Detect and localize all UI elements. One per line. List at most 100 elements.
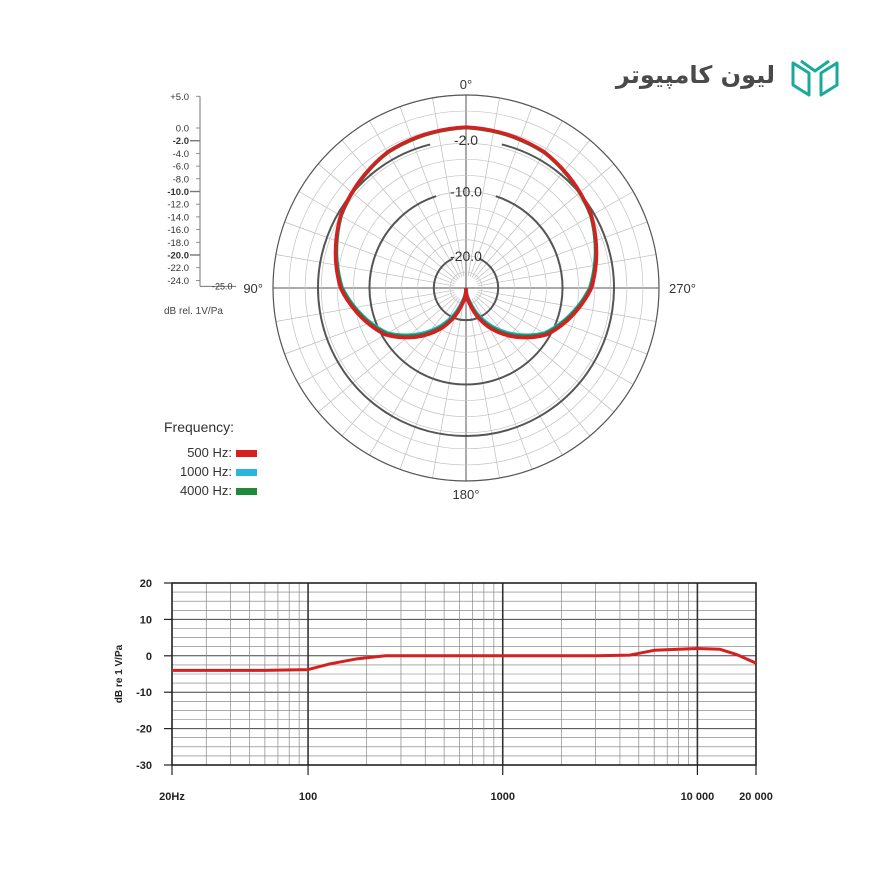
polar-spoke bbox=[275, 254, 455, 287]
polar-curve-500hz bbox=[333, 125, 599, 340]
polar-spoke bbox=[467, 299, 500, 479]
polar-outer-ring bbox=[272, 94, 660, 482]
polar-ring bbox=[320, 142, 612, 434]
fr-grid bbox=[171, 582, 757, 766]
polar-spoke bbox=[469, 106, 533, 277]
db-scale-label: -18.0 bbox=[167, 238, 189, 249]
polar-angle-labels: 0° 90° 180° 270° bbox=[243, 77, 696, 502]
polar-bold-ring bbox=[317, 143, 615, 437]
polar-spoke bbox=[399, 106, 463, 277]
db-scale-label: -20.0 bbox=[167, 251, 189, 262]
polar-spoke bbox=[432, 97, 465, 277]
brand: لیون کامپیوتر bbox=[605, 55, 845, 101]
polar-spoke bbox=[473, 139, 591, 280]
polar-spoke bbox=[476, 191, 634, 283]
polar-ring-labels: -2.0 -10.0 -20.0 bbox=[450, 132, 482, 264]
fr-y-tick-label: 20 bbox=[140, 578, 152, 590]
fr-x-tick-label: 20Hz bbox=[159, 791, 185, 803]
db-scale: +5.0 0.0-2.0 -4.0 -6.0-8.0 -10.0 -12.0-14.0 -1… bbox=[167, 92, 236, 291]
polar-ring-label: -20.0 bbox=[450, 248, 482, 264]
db-scale-label: -4.0 bbox=[173, 149, 189, 160]
db-scale-label: +5.0 bbox=[170, 92, 189, 103]
db-scale-label: -12.0 bbox=[167, 200, 189, 211]
polar-spoke bbox=[284, 221, 455, 285]
polar-spoke bbox=[476, 293, 634, 385]
legend-label: 1000 Hz: bbox=[180, 464, 232, 479]
polar-spoke bbox=[399, 299, 463, 470]
polar-spoke bbox=[341, 139, 459, 280]
polar-bold-ring bbox=[368, 195, 564, 386]
polar-spoke bbox=[317, 295, 458, 413]
db-scale-label: -10.0 bbox=[167, 187, 189, 198]
polar-spoke bbox=[432, 299, 465, 479]
db-scale-label: -24.0 bbox=[167, 276, 189, 287]
polar-spoke bbox=[298, 293, 456, 385]
fr-x-ticks: 20Hz 100 1000 10 000 20 000 bbox=[159, 765, 773, 803]
db-scale-label: -6.0 bbox=[173, 162, 189, 173]
fr-y-tick-label: -30 bbox=[136, 760, 152, 772]
polar-ring-label: -2.0 bbox=[454, 132, 478, 148]
db-scale-label: -2.0 bbox=[173, 136, 189, 147]
polar-bold-ring bbox=[432, 257, 500, 322]
polar-ring bbox=[353, 175, 579, 401]
polar-grid bbox=[272, 94, 660, 482]
db-scale-label: -22.0 bbox=[167, 263, 189, 274]
db-scale-label: 0.0 bbox=[176, 124, 189, 135]
fr-curve bbox=[172, 647, 757, 672]
db-scale-label: -8.0 bbox=[173, 174, 189, 185]
fr-y-tick-label: -20 bbox=[136, 724, 152, 736]
unit-label: dB rel. 1V/Pa bbox=[164, 306, 223, 317]
polar-ring bbox=[336, 158, 596, 418]
legend-title: Frequency: bbox=[164, 419, 234, 435]
polar-ring bbox=[417, 239, 515, 337]
polar-angle-label: 0° bbox=[460, 77, 472, 92]
fr-x-tick-label: 100 bbox=[299, 791, 317, 803]
polar-spoke bbox=[477, 289, 657, 322]
db-scale-label: -16.0 bbox=[167, 225, 189, 236]
polar-legend: 500 Hz: 1000 Hz: 4000 Hz: bbox=[180, 445, 257, 498]
fr-y-tick-label: -10 bbox=[136, 687, 152, 699]
polar-spoke bbox=[467, 97, 500, 277]
polar-spoke bbox=[473, 296, 591, 437]
polar-ring bbox=[385, 207, 547, 369]
polar-spoke bbox=[298, 191, 456, 283]
legend-swatch bbox=[236, 450, 257, 457]
polar-angle-label: 90° bbox=[243, 281, 263, 296]
polar-spoke bbox=[469, 299, 533, 470]
polar-ring bbox=[288, 110, 644, 466]
polar-spoke bbox=[369, 120, 461, 278]
brand-logo-icon bbox=[791, 59, 839, 97]
legend-swatch bbox=[236, 488, 257, 495]
polar-angle-label: 270° bbox=[669, 281, 696, 296]
fr-x-tick-label: 10 000 bbox=[681, 791, 715, 803]
legend-swatch bbox=[236, 469, 257, 476]
legend-label: 4000 Hz: bbox=[180, 483, 232, 498]
fr-frame bbox=[171, 582, 757, 766]
fr-y-label: dB re 1 V/Pa bbox=[114, 644, 125, 703]
polar-spoke bbox=[477, 221, 648, 285]
polar-spoke bbox=[474, 295, 615, 413]
db-scale-label: -25.0 bbox=[212, 281, 233, 291]
polar-ring bbox=[401, 223, 531, 353]
polar-angle-label: 180° bbox=[453, 487, 480, 502]
fr-y-tick-label: 0 bbox=[146, 651, 152, 663]
db-scale-label: -14.0 bbox=[167, 212, 189, 223]
fr-x-tick-label: 20 000 bbox=[739, 791, 773, 803]
legend-label: 500 Hz: bbox=[187, 445, 232, 460]
fr-x-tick-label: 1000 bbox=[490, 791, 514, 803]
polar-spoke bbox=[341, 296, 459, 437]
fr-y-ticks: 20 10 0 -10 -20 -30 bbox=[136, 578, 172, 772]
polar-curves bbox=[333, 125, 599, 340]
polar-spoke bbox=[317, 163, 458, 281]
polar-spoke bbox=[275, 289, 455, 322]
fr-response-curve bbox=[172, 647, 757, 672]
polar-pattern-chart: -2.0-10.0-20.0 0°90°180°270° +5.00.0-2.0… bbox=[164, 77, 696, 502]
polar-ring-label: -10.0 bbox=[450, 184, 482, 200]
brand-name: لیون کامپیوتر bbox=[615, 61, 775, 89]
polar-ring bbox=[449, 271, 483, 305]
fr-y-tick-label: 10 bbox=[140, 614, 152, 626]
polar-spoke bbox=[471, 120, 563, 278]
polar-spoke bbox=[477, 254, 657, 287]
polar-spoke bbox=[474, 163, 615, 281]
